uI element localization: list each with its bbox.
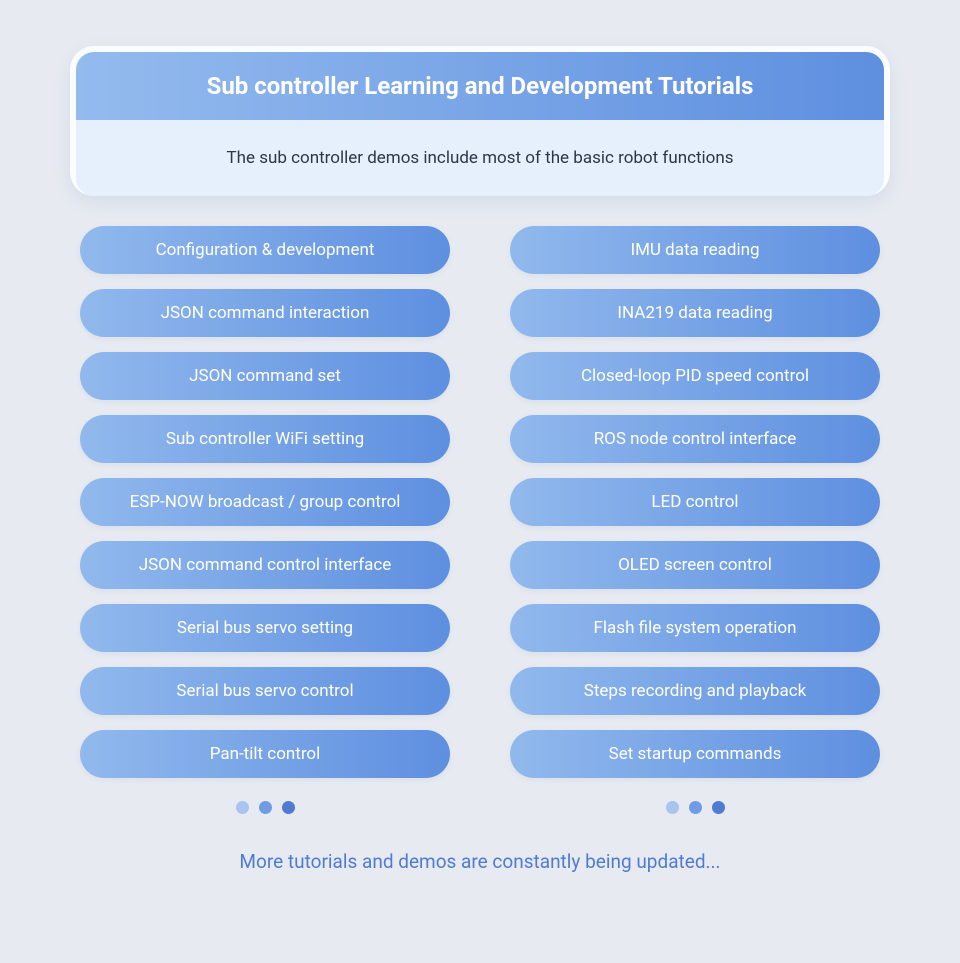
header-card: Sub controller Learning and Development … bbox=[70, 46, 890, 196]
tutorial-pill[interactable]: INA219 data reading bbox=[510, 289, 880, 337]
header-subtitle: The sub controller demos include most of… bbox=[76, 120, 884, 196]
tutorial-pill[interactable]: JSON command interaction bbox=[80, 289, 450, 337]
tutorial-pill[interactable]: ESP-NOW broadcast / group control bbox=[80, 478, 450, 526]
tutorial-pill[interactable]: Closed-loop PID speed control bbox=[510, 352, 880, 400]
tutorial-pill[interactable]: LED control bbox=[510, 478, 880, 526]
dot-icon bbox=[282, 801, 295, 814]
dot-icon bbox=[666, 801, 679, 814]
left-dots bbox=[236, 801, 295, 814]
tutorial-pill[interactable]: Configuration & development bbox=[80, 226, 450, 274]
dot-icon bbox=[712, 801, 725, 814]
tutorial-pill[interactable]: Sub controller WiFi setting bbox=[80, 415, 450, 463]
right-column: IMU data reading INA219 data reading Clo… bbox=[510, 226, 880, 814]
footer-text: More tutorials and demos are constantly … bbox=[70, 850, 890, 873]
tutorial-pill[interactable]: JSON command set bbox=[80, 352, 450, 400]
dot-icon bbox=[259, 801, 272, 814]
tutorial-pill[interactable]: Set startup commands bbox=[510, 730, 880, 778]
tutorial-pill[interactable]: Serial bus servo control bbox=[80, 667, 450, 715]
dot-icon bbox=[236, 801, 249, 814]
tutorial-pill[interactable]: Serial bus servo setting bbox=[80, 604, 450, 652]
tutorial-pill[interactable]: Steps recording and playback bbox=[510, 667, 880, 715]
tutorial-pill[interactable]: Flash file system operation bbox=[510, 604, 880, 652]
left-column: Configuration & development JSON command… bbox=[80, 226, 450, 814]
dot-icon bbox=[689, 801, 702, 814]
header-title: Sub controller Learning and Development … bbox=[76, 52, 884, 120]
tutorial-pill[interactable]: OLED screen control bbox=[510, 541, 880, 589]
tutorial-pill[interactable]: JSON command control interface bbox=[80, 541, 450, 589]
tutorial-pill[interactable]: ROS node control interface bbox=[510, 415, 880, 463]
tutorial-pill[interactable]: Pan-tilt control bbox=[80, 730, 450, 778]
tutorial-pill[interactable]: IMU data reading bbox=[510, 226, 880, 274]
tutorial-columns: Configuration & development JSON command… bbox=[80, 226, 880, 814]
right-dots bbox=[666, 801, 725, 814]
